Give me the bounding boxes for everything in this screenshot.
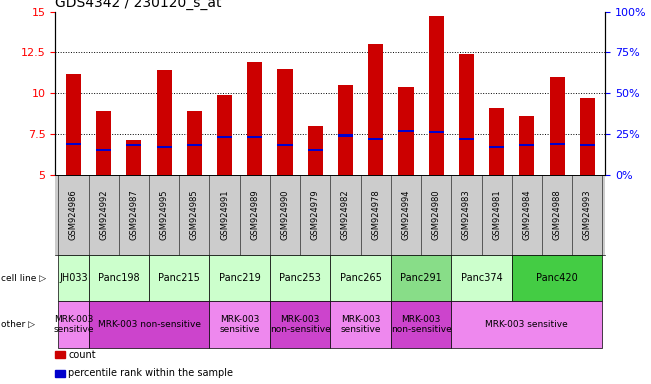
Text: GSM924987: GSM924987 bbox=[130, 190, 139, 240]
Text: MRK-003 non-sensitive: MRK-003 non-sensitive bbox=[98, 320, 201, 329]
Bar bbox=[549, 77, 564, 175]
Text: GSM924990: GSM924990 bbox=[281, 190, 290, 240]
Bar bbox=[187, 144, 202, 146]
Text: Panc265: Panc265 bbox=[340, 273, 381, 283]
Bar bbox=[126, 141, 141, 175]
Text: Panc198: Panc198 bbox=[98, 273, 139, 283]
Bar bbox=[187, 111, 202, 175]
Text: GSM924984: GSM924984 bbox=[522, 190, 531, 240]
Bar bbox=[217, 136, 232, 138]
Bar bbox=[519, 144, 534, 146]
Bar bbox=[489, 108, 504, 175]
Bar bbox=[338, 134, 353, 137]
Text: MRK-003
sensitive: MRK-003 sensitive bbox=[340, 315, 381, 334]
Text: MRK-003
non-sensitive: MRK-003 non-sensitive bbox=[391, 315, 451, 334]
Bar bbox=[549, 142, 564, 145]
Text: MRK-003
sensitive: MRK-003 sensitive bbox=[53, 315, 94, 334]
Text: MRK-003 sensitive: MRK-003 sensitive bbox=[486, 320, 568, 329]
Bar bbox=[519, 116, 534, 175]
Bar bbox=[398, 87, 413, 175]
Text: GSM924986: GSM924986 bbox=[69, 190, 78, 240]
Text: GSM924983: GSM924983 bbox=[462, 190, 471, 240]
Text: GSM924981: GSM924981 bbox=[492, 190, 501, 240]
Text: Panc253: Panc253 bbox=[279, 273, 321, 283]
Bar bbox=[157, 146, 172, 148]
Text: GSM924989: GSM924989 bbox=[251, 190, 259, 240]
Bar bbox=[459, 54, 474, 175]
Text: Panc215: Panc215 bbox=[158, 273, 201, 283]
Bar bbox=[368, 138, 383, 140]
Bar bbox=[308, 126, 323, 175]
Text: GSM924994: GSM924994 bbox=[402, 190, 410, 240]
Bar bbox=[338, 85, 353, 175]
Bar bbox=[247, 62, 262, 175]
Bar bbox=[459, 138, 474, 140]
Text: JH033: JH033 bbox=[59, 273, 88, 283]
Text: GSM924985: GSM924985 bbox=[190, 190, 199, 240]
Text: GSM924993: GSM924993 bbox=[583, 190, 592, 240]
Text: Panc219: Panc219 bbox=[219, 273, 260, 283]
Bar bbox=[247, 136, 262, 138]
Text: MRK-003
non-sensitive: MRK-003 non-sensitive bbox=[270, 315, 331, 334]
Text: percentile rank within the sample: percentile rank within the sample bbox=[68, 368, 233, 378]
Bar bbox=[66, 74, 81, 175]
Text: count: count bbox=[68, 350, 96, 360]
Text: other ▷: other ▷ bbox=[1, 320, 35, 329]
Bar bbox=[66, 142, 81, 145]
Bar bbox=[96, 149, 111, 151]
Text: GSM924980: GSM924980 bbox=[432, 190, 441, 240]
Text: Panc291: Panc291 bbox=[400, 273, 442, 283]
Bar bbox=[398, 129, 413, 132]
Bar bbox=[96, 111, 111, 175]
Bar bbox=[157, 70, 172, 175]
Text: GDS4342 / 230120_s_at: GDS4342 / 230120_s_at bbox=[55, 0, 222, 10]
Bar bbox=[428, 17, 444, 175]
Bar bbox=[217, 95, 232, 175]
Bar bbox=[489, 146, 504, 148]
Text: GSM924982: GSM924982 bbox=[341, 190, 350, 240]
Text: GSM924978: GSM924978 bbox=[371, 190, 380, 240]
Text: GSM924988: GSM924988 bbox=[553, 190, 562, 240]
Bar bbox=[277, 69, 292, 175]
Bar bbox=[428, 131, 444, 133]
Text: Panc374: Panc374 bbox=[461, 273, 503, 283]
Text: Panc420: Panc420 bbox=[536, 273, 578, 283]
Bar bbox=[368, 44, 383, 175]
Bar bbox=[277, 144, 292, 146]
Text: cell line ▷: cell line ▷ bbox=[1, 274, 46, 283]
Text: GSM924991: GSM924991 bbox=[220, 190, 229, 240]
Text: GSM924995: GSM924995 bbox=[159, 190, 169, 240]
Bar bbox=[308, 149, 323, 151]
Text: MRK-003
sensitive: MRK-003 sensitive bbox=[219, 315, 260, 334]
Bar bbox=[126, 144, 141, 146]
Text: GSM924979: GSM924979 bbox=[311, 190, 320, 240]
Bar bbox=[580, 144, 595, 146]
Text: GSM924992: GSM924992 bbox=[99, 190, 108, 240]
Bar bbox=[580, 98, 595, 175]
